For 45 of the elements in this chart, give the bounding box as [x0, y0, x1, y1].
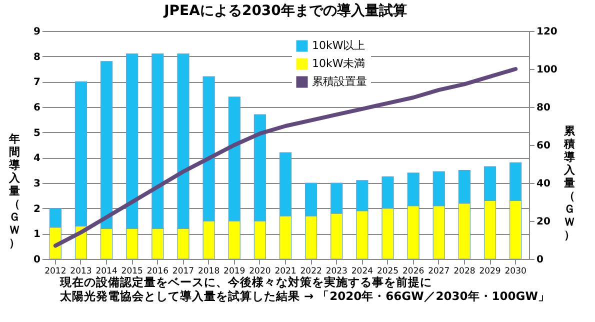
- x-tick-label: 2021: [274, 266, 296, 276]
- x-tick-label: 2012: [44, 266, 66, 276]
- y-tick-label: 2: [34, 204, 41, 215]
- legend-label: 10kW未満: [312, 57, 366, 70]
- y-tick-label: 0: [34, 254, 41, 266]
- x-tick-label: 2013: [70, 266, 92, 276]
- x-tick-label: 2026: [402, 266, 424, 276]
- text: 現在の設備認定量をベースに、今後様々な対策を実施する事を前提に: [60, 275, 433, 289]
- y2-tick-label: 0: [536, 254, 544, 266]
- x-tick-label: 2030: [504, 266, 526, 276]
- x-tick-label: 2025: [376, 266, 399, 276]
- x-tick-label: 2019: [224, 266, 246, 276]
- text: 太陽光発電協会として導入量を試算した結果 → 「2020年・66GW／2030年・100GW」: [60, 289, 551, 303]
- y-tick-label: 7: [34, 77, 41, 88]
- y-tick-label: 3: [34, 178, 41, 190]
- y-tick-label: 1: [34, 229, 41, 240]
- y-tick-label: 4: [34, 153, 41, 164]
- y-tick-label: 9: [34, 26, 41, 38]
- x-tick-label: 2016: [146, 266, 168, 276]
- x-tick-label: 2018: [198, 266, 220, 276]
- x-tick-label: 2023: [326, 266, 348, 276]
- x-tick-label: 2020: [249, 266, 271, 276]
- x-tick-label: 2028: [454, 266, 476, 276]
- x-tick-label: 2022: [300, 266, 322, 276]
- x-tick-label: 2014: [96, 266, 118, 276]
- y2-tick-label: 60: [536, 140, 550, 152]
- text: 累積導入量（ＧＷ）: [564, 124, 575, 242]
- text: 年間導入量（ＧＷ）: [9, 132, 20, 250]
- y-tick-label: 8: [34, 52, 41, 63]
- x-tick-label: 2017: [172, 266, 194, 276]
- legend-label: 累積設置量: [312, 75, 367, 88]
- y2-tick-label: 80: [536, 102, 550, 114]
- y2-tick-label: 20: [536, 216, 550, 228]
- x-tick-label: 2024: [351, 266, 374, 276]
- x-tick-label: 2029: [479, 266, 501, 276]
- y2-tick-label: 120: [536, 26, 558, 38]
- y-tick-label: 5: [34, 128, 41, 139]
- y-tick-label: 6: [34, 102, 41, 114]
- y2-tick-label: 40: [536, 178, 550, 190]
- line-series: [53, 67, 518, 248]
- x-tick-label: 2027: [428, 266, 450, 276]
- legend-label: 10kW以上: [312, 39, 366, 52]
- chart-title: JPEAによる2030年までの導入量試算: [163, 2, 407, 19]
- y2-tick-label: 100: [536, 64, 558, 76]
- x-tick-label: 2015: [121, 266, 143, 276]
